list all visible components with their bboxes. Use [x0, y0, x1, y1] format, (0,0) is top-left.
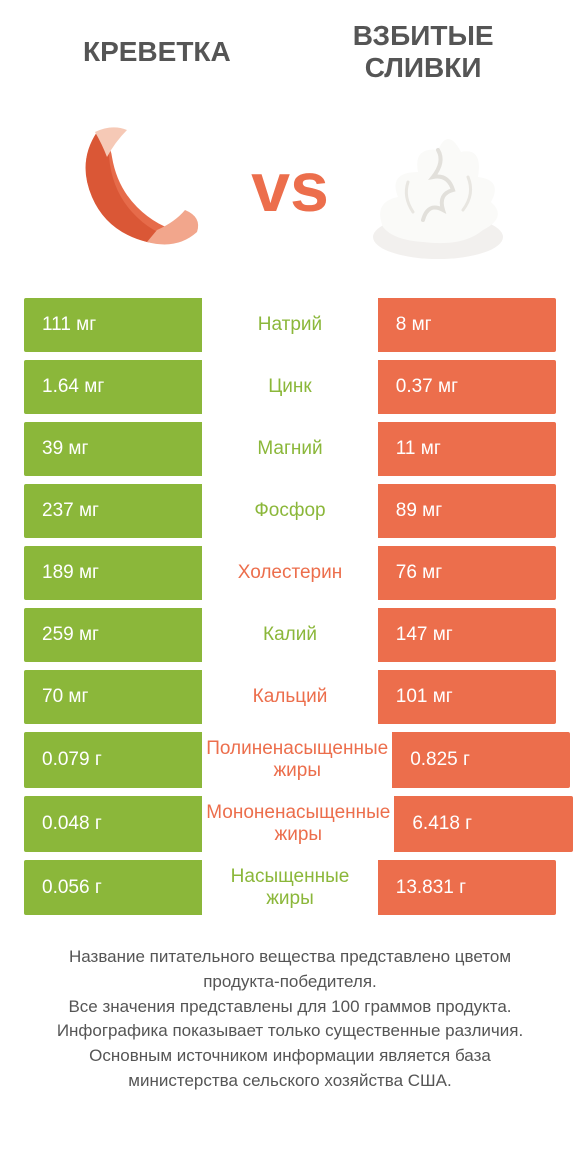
footnote-line: Инфографика показывает только существенн…: [38, 1019, 542, 1044]
nutrient-label: Кальций: [202, 670, 378, 724]
table-row: 0.056 гНасыщенные жиры13.831 г: [24, 860, 556, 916]
nutrient-label: Фосфор: [202, 484, 378, 538]
shrimp-icon: [34, 102, 249, 272]
value-right: 0.37 мг: [378, 360, 556, 414]
value-left: 0.048 г: [24, 796, 202, 852]
table-row: 0.079 гПолиненасыщенные жиры0.825 г: [24, 732, 556, 788]
table-row: 189 мгХолестерин76 мг: [24, 546, 556, 600]
nutrient-label: Насыщенные жиры: [202, 860, 378, 916]
value-right: 6.418 г: [394, 796, 572, 852]
whipped-cream-icon: [331, 102, 546, 272]
value-right: 8 мг: [378, 298, 556, 352]
value-left: 0.079 г: [24, 732, 202, 788]
value-right: 0.825 г: [392, 732, 570, 788]
value-right: 11 мг: [378, 422, 556, 476]
product-title-right: Взбитые сливки: [300, 20, 546, 84]
value-left: 237 мг: [24, 484, 202, 538]
infographic-container: Креветка Взбитые сливки vs 111 мгНатрий8…: [0, 0, 580, 1103]
value-right: 147 мг: [378, 608, 556, 662]
table-row: 1.64 мгЦинк0.37 мг: [24, 360, 556, 414]
value-right: 13.831 г: [378, 860, 556, 916]
table-row: 111 мгНатрий8 мг: [24, 298, 556, 352]
value-left: 259 мг: [24, 608, 202, 662]
table-row: 259 мгКалий147 мг: [24, 608, 556, 662]
value-left: 111 мг: [24, 298, 202, 352]
vs-label: vs: [251, 147, 329, 227]
nutrient-label: Цинк: [202, 360, 378, 414]
footnote-line: Название питательного вещества представл…: [38, 945, 542, 994]
footnote-line: Все значения представлены для 100 граммо…: [38, 995, 542, 1020]
value-left: 189 мг: [24, 546, 202, 600]
value-right: 89 мг: [378, 484, 556, 538]
product-title-left: Креветка: [34, 36, 280, 68]
nutrient-label: Холестерин: [202, 546, 378, 600]
nutrient-label: Магний: [202, 422, 378, 476]
nutrition-table: 111 мгНатрий8 мг1.64 мгЦинк0.37 мг39 мгМ…: [24, 298, 556, 915]
nutrient-label: Натрий: [202, 298, 378, 352]
header: Креветка Взбитые сливки: [24, 20, 556, 92]
nutrient-label: Полиненасыщенные жиры: [202, 732, 392, 788]
table-row: 237 мгФосфор89 мг: [24, 484, 556, 538]
value-left: 0.056 г: [24, 860, 202, 916]
value-left: 39 мг: [24, 422, 202, 476]
value-left: 70 мг: [24, 670, 202, 724]
value-right: 76 мг: [378, 546, 556, 600]
nutrient-label: Мононенасыщенные жиры: [202, 796, 394, 852]
footnote-line: Основным источником информации является …: [38, 1044, 542, 1093]
value-left: 1.64 мг: [24, 360, 202, 414]
table-row: 39 мгМагний11 мг: [24, 422, 556, 476]
value-right: 101 мг: [378, 670, 556, 724]
footnote: Название питательного вещества представл…: [24, 945, 556, 1093]
image-row: vs: [24, 92, 556, 282]
table-row: 70 мгКальций101 мг: [24, 670, 556, 724]
nutrient-label: Калий: [202, 608, 378, 662]
table-row: 0.048 гМононенасыщенные жиры6.418 г: [24, 796, 556, 852]
